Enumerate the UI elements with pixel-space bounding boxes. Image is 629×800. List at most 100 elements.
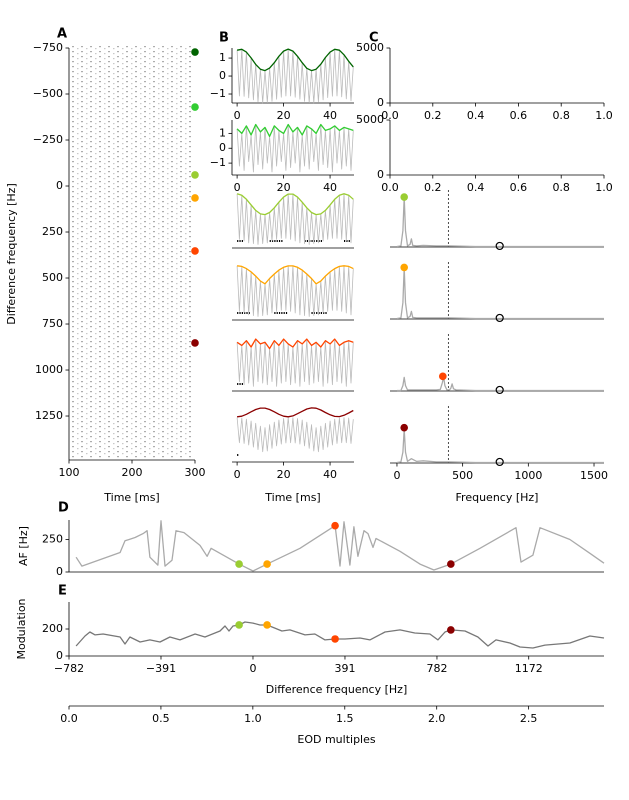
panel-letter: D <box>58 501 69 516</box>
x-tick-label: 20 <box>277 109 291 122</box>
point <box>439 372 447 381</box>
x-tick-label: 40 <box>323 109 337 122</box>
point <box>263 621 271 629</box>
point <box>400 263 408 272</box>
y-tick-label: −1 <box>210 156 226 169</box>
point <box>331 521 339 530</box>
x-tick-label: 500 <box>452 469 473 482</box>
x-axis-label: Frequency [Hz] <box>456 491 539 504</box>
x-tick-label: 100 <box>59 466 80 479</box>
series-line <box>236 338 354 350</box>
series-line <box>75 621 605 649</box>
y-tick-label: 1 <box>219 51 226 64</box>
x-axis-label: Time [ms] <box>264 491 320 504</box>
x-tick-label: 40 <box>323 468 337 481</box>
series-line <box>236 338 354 387</box>
x-tick-label: 0.0 <box>381 181 399 194</box>
point <box>191 194 199 202</box>
series-line <box>396 196 604 248</box>
point <box>235 560 243 568</box>
x-tick-label: 0.8 <box>552 181 570 194</box>
series-line <box>236 123 354 138</box>
x-tick-label: 782 <box>426 662 447 675</box>
x-tick-label: 0 <box>393 469 400 482</box>
series-line <box>236 48 354 104</box>
x-tick-label: 1.0 <box>244 712 262 725</box>
x-tick-label: 40 <box>323 181 337 194</box>
x-tick-label: 391 <box>334 662 355 675</box>
x-tick-label: 1.0 <box>595 109 613 122</box>
x-tick-label: 200 <box>122 466 143 479</box>
x-tick-label: 1500 <box>580 469 608 482</box>
point <box>447 626 455 634</box>
y-tick-label: −750 <box>33 41 63 54</box>
point <box>263 560 271 568</box>
series-line <box>396 428 604 464</box>
series-line <box>75 520 605 572</box>
x-axis-label: Time [ms] <box>103 491 159 504</box>
y-axis-label: Difference frequency [Hz] <box>5 183 18 325</box>
y-tick-label: 5000 <box>356 41 384 54</box>
y-tick-label: 500 <box>42 271 63 284</box>
x-tick-label: 1.5 <box>336 712 354 725</box>
x-tick-label: 0.0 <box>381 109 399 122</box>
open-point <box>495 385 504 395</box>
x-tick-label: 0 <box>234 181 241 194</box>
x-tick-label: 0.6 <box>510 109 528 122</box>
x-tick-label: 0.6 <box>510 181 528 194</box>
x-tick-label: 300 <box>185 466 206 479</box>
y-tick-label: 5000 <box>356 113 384 126</box>
open-point <box>495 313 504 323</box>
series-line <box>236 265 354 317</box>
y-tick-label: −1 <box>210 87 226 100</box>
x-tick-label: 1172 <box>515 662 543 675</box>
y-tick-label: 750 <box>42 317 63 330</box>
panel-letter: E <box>58 584 67 599</box>
x-tick-label: 0 <box>234 109 241 122</box>
x-tick-label: 0.8 <box>552 109 570 122</box>
x-tick-label: −391 <box>146 662 176 675</box>
point <box>191 103 199 111</box>
x-tick-label: 0.4 <box>467 181 485 194</box>
y-axis-label: Modulation <box>15 598 28 659</box>
series-line <box>396 266 604 320</box>
series-line <box>236 124 354 173</box>
y-tick-label: 0 <box>377 96 384 109</box>
point <box>447 560 455 568</box>
x-tick-label: 0.0 <box>60 712 78 725</box>
y-tick-label: 0 <box>56 565 63 578</box>
point <box>400 193 408 201</box>
y-tick-label: 0 <box>219 69 226 82</box>
y-tick-label: 0 <box>219 141 226 154</box>
open-point <box>495 457 504 467</box>
point <box>400 423 408 432</box>
series-line <box>236 417 354 453</box>
y-tick-label: 200 <box>42 622 63 635</box>
x-tick-label: 0.2 <box>424 109 442 122</box>
y-axis-label: AF [Hz] <box>17 526 30 566</box>
point <box>331 635 339 643</box>
y-tick-label: −250 <box>33 133 63 146</box>
x-tick-label: 0.4 <box>467 109 485 122</box>
point <box>235 621 243 629</box>
series-line <box>237 407 354 418</box>
y-tick-label: −500 <box>33 87 63 100</box>
y-tick-label: 0 <box>377 168 384 181</box>
series-line <box>397 376 604 392</box>
y-tick-label: 1250 <box>35 409 63 422</box>
series-line <box>237 265 354 285</box>
x-tick-label: 0.5 <box>152 712 170 725</box>
x-tick-label: 20 <box>277 468 291 481</box>
x-tick-label: 2.0 <box>428 712 446 725</box>
y-tick-label: 0 <box>56 649 63 662</box>
panel-letter: C <box>369 31 379 46</box>
series-line <box>236 48 354 72</box>
x-axis-label: Difference frequency [Hz] <box>266 683 408 696</box>
raster-texture <box>70 46 194 458</box>
x-tick-label: 2.5 <box>520 712 538 725</box>
series-line <box>236 193 354 216</box>
panel-letter: A <box>57 27 67 42</box>
open-point <box>495 241 504 251</box>
y-tick-label: 250 <box>42 533 63 546</box>
